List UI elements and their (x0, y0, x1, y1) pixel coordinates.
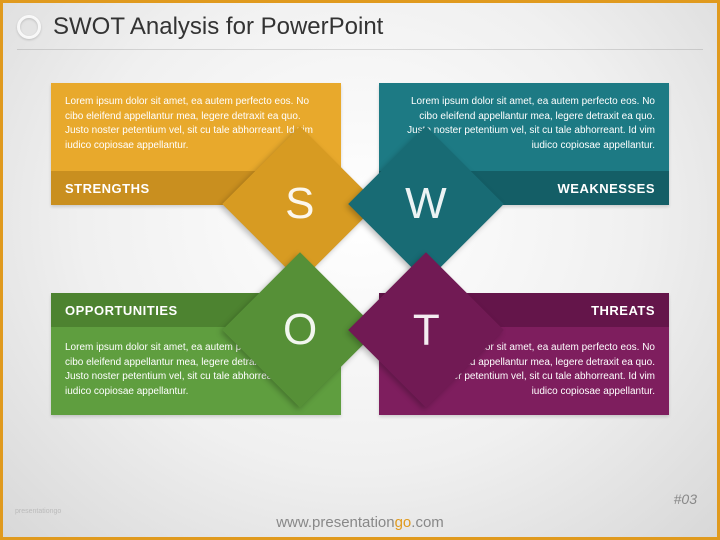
diamond-letter-o: O (283, 305, 317, 355)
swot-stage: Lorem ipsum dolor sit amet, ea autem per… (3, 3, 717, 537)
footer-prefix: www.presentation (276, 514, 394, 531)
diamond-letter-w: W (405, 179, 447, 229)
footer-go: go (395, 514, 412, 531)
footer-link: www.presentationgo.com (3, 514, 717, 531)
page-number: #03 (674, 491, 697, 507)
slide-frame: SWOT Analysis for PowerPoint Lorem ipsum… (0, 0, 720, 540)
diamond-letter-t: T (413, 305, 440, 355)
diamond-letter-s: S (285, 179, 314, 229)
footer-suffix: .com (411, 514, 444, 531)
